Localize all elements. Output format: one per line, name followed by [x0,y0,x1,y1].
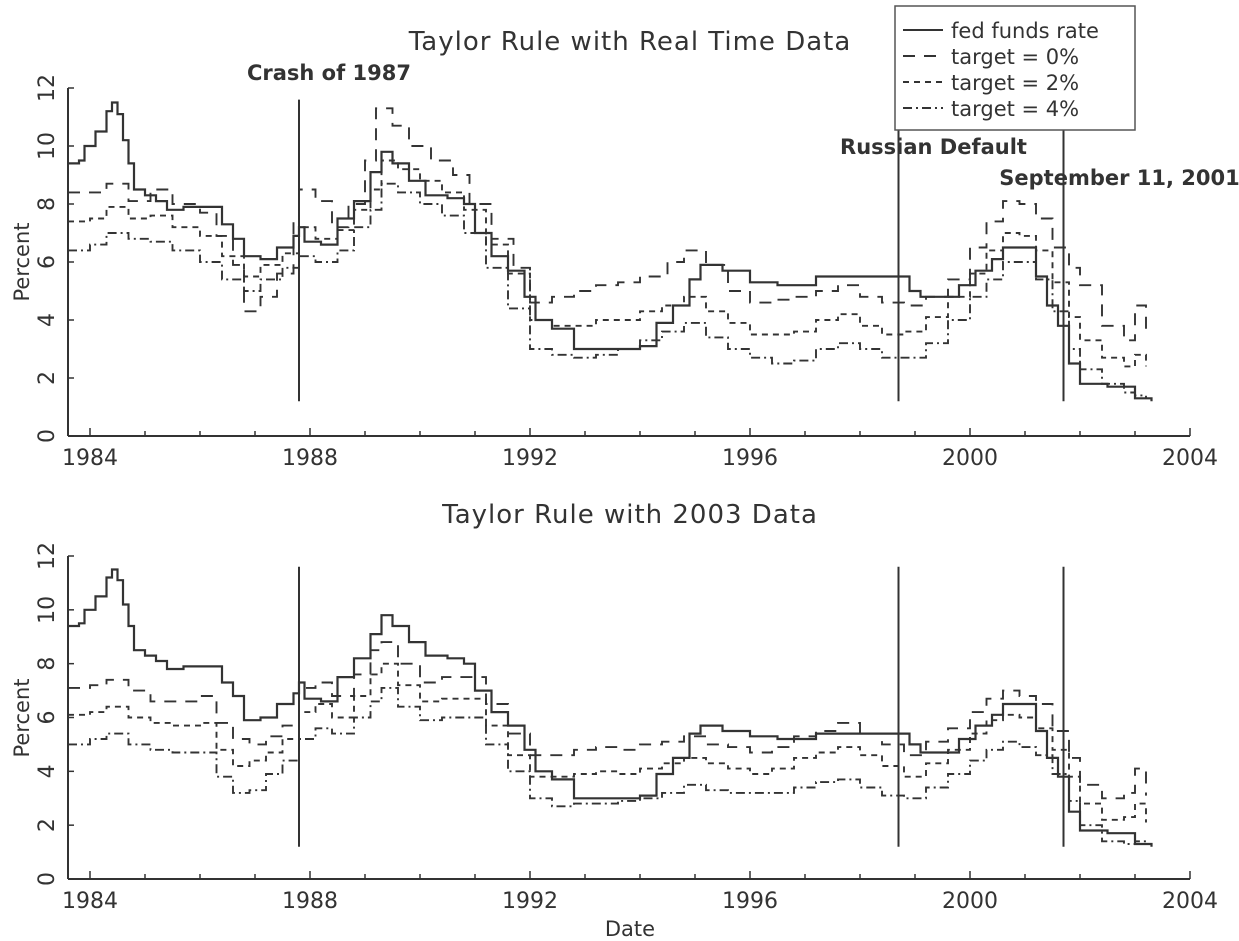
x-tick-label: 1996 [722,446,778,471]
x-tick-label: 2004 [1162,889,1218,914]
chart-title: Taylor Rule with Real Time Data [408,27,852,57]
chart-2003-data: Taylor Rule with 2003 Data Percent Date … [10,500,1218,941]
y-tick-label: 2 [35,371,60,385]
event-label: September 11, 2001 [999,166,1239,190]
y-tick-label: 6 [35,255,60,269]
y-tick-label: 6 [35,711,60,725]
legend-box [894,5,1136,131]
x-tick-label: 1992 [502,446,558,471]
y-axis-label: Percent [10,678,34,757]
x-tick-label: 1996 [722,889,778,914]
legend-entry-target-2: target = 2% [951,71,1079,95]
x-tick-label: 1992 [502,889,558,914]
legend: fed funds rate target = 0% target = 2% t… [894,5,1136,131]
series-line-target-4 [68,686,1147,845]
y-tick-label: 12 [35,74,60,102]
event-label: Russian Default [840,135,1027,159]
x-tick-label: 1988 [282,446,338,471]
y-tick-label: 12 [35,542,60,570]
x-tick-label: 1984 [62,889,118,914]
y-axis-label: Percent [10,222,34,301]
y-tick-label: 4 [35,764,60,778]
x-tick-label: 2004 [1162,446,1218,471]
series-line-fed-funds-rate [68,568,1153,847]
legend-entry-target-0: target = 0% [951,45,1079,69]
x-tick-label: 2000 [942,889,998,914]
chart-title: Taylor Rule with 2003 Data [441,500,818,530]
series-line-target-2 [68,159,1147,368]
plot-area: 0 2 4 6 8 10 12 1984 1988 1992 1996 2000 2004 [35,542,1218,914]
y-tick-label: 4 [35,313,60,327]
legend-entry-fed-funds: fed funds rate [951,19,1099,43]
y-tick-label: 8 [35,197,60,211]
legend-entry-target-4: target = 4% [951,97,1079,121]
x-tick-label: 1984 [62,446,118,471]
y-tick-label: 10 [35,596,60,624]
x-tick-label: 2000 [942,446,998,471]
event-label: Crash of 1987 [247,61,411,85]
series-line-target-0 [68,641,1147,800]
y-tick-label: 10 [35,132,60,160]
y-tick-label: 0 [35,429,60,443]
x-tick-label: 1988 [282,889,338,914]
y-tick-label: 2 [35,818,60,832]
x-axis-label: Date [605,917,655,941]
series-line-target-0 [68,107,1147,342]
y-tick-label: 0 [35,872,60,886]
plot-area: 0 2 4 6 8 10 12 1984 1988 1992 1996 2000 2004 Crash o… [35,61,1239,471]
y-tick-label: 8 [35,657,60,671]
series-line-target-4 [68,182,1147,399]
chart-real-time: Taylor Rule with Real Time Data Percent … [10,5,1239,471]
